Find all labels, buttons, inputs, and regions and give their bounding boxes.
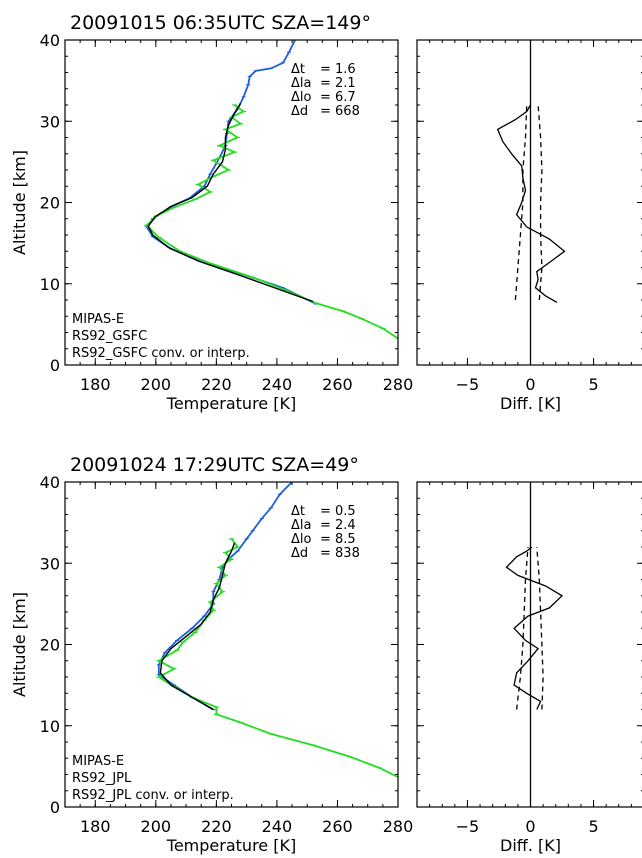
plot-frame bbox=[64, 39, 399, 366]
x-tick-label: 280 bbox=[383, 375, 414, 394]
x-axis-label: Diff. [K] bbox=[500, 394, 561, 413]
series-line-2 bbox=[156, 538, 398, 779]
stat-value: = 0.5 bbox=[320, 504, 356, 519]
stat-value: = 8.5 bbox=[320, 532, 356, 547]
stat-label: Δd bbox=[291, 104, 308, 119]
chart-panel-3: 0 10 20 30 40 180 200 220 240 260 280 Temperature [… bbox=[10, 454, 413, 855]
x-tick-label: 180 bbox=[80, 375, 111, 394]
x-tick-label: 240 bbox=[262, 375, 293, 394]
chart-panel-4: −5 0 5 Diff. [K] bbox=[416, 481, 642, 855]
y-tick-label: 10 bbox=[40, 717, 60, 736]
x-tick-label: 0 bbox=[525, 375, 535, 394]
x-axis-label: Temperature [K] bbox=[166, 836, 296, 855]
legend-entry: MIPAS-E bbox=[72, 754, 124, 769]
legend-entry: MIPAS-E bbox=[72, 312, 124, 327]
x-axis-label: Temperature [K] bbox=[166, 394, 296, 413]
x-tick-label: −5 bbox=[456, 817, 480, 836]
x-tick-label: 0 bbox=[525, 817, 535, 836]
chart-title: 20091024 17:29UTC SZA=49° bbox=[70, 454, 359, 476]
x-tick-label: 220 bbox=[201, 817, 232, 836]
y-tick-label: 30 bbox=[40, 112, 60, 131]
x-tick-label: 280 bbox=[383, 817, 414, 836]
series-line-2 bbox=[514, 104, 528, 301]
plot-frame bbox=[416, 39, 642, 366]
series-line-2 bbox=[145, 104, 398, 340]
series-line-3 bbox=[536, 546, 544, 710]
stat-value: = 6.7 bbox=[320, 90, 356, 105]
series-line-1 bbox=[505, 546, 564, 710]
x-tick-label: 180 bbox=[80, 817, 111, 836]
y-axis-label: Altitude [km] bbox=[10, 150, 29, 255]
y-tick-label: 40 bbox=[40, 473, 60, 492]
stat-label: Δlo bbox=[291, 90, 312, 105]
series-line-1 bbox=[496, 104, 566, 303]
legend-entry: RS92_JPL conv. or interp. bbox=[72, 788, 234, 803]
x-tick-label: 5 bbox=[588, 375, 598, 394]
stat-value: = 668 bbox=[320, 104, 360, 119]
series-line-2 bbox=[515, 546, 529, 710]
stat-value: = 2.4 bbox=[320, 518, 356, 533]
stat-label: Δt bbox=[291, 62, 305, 77]
series-line-3 bbox=[147, 103, 314, 303]
y-tick-label: 0 bbox=[50, 356, 60, 375]
x-tick-label: 220 bbox=[201, 375, 232, 394]
stat-value: = 838 bbox=[320, 546, 360, 561]
y-tick-label: 30 bbox=[40, 554, 60, 573]
x-tick-label: −5 bbox=[456, 375, 480, 394]
y-axis-label: Altitude [km] bbox=[10, 592, 29, 697]
x-axis-label: Diff. [K] bbox=[500, 836, 561, 855]
chart-panel-2: −5 0 5 Diff. [K] bbox=[416, 39, 642, 413]
y-tick-label: 20 bbox=[40, 636, 60, 655]
y-tick-label: 40 bbox=[40, 31, 60, 50]
x-tick-label: 5 bbox=[588, 817, 598, 836]
stat-value: = 2.1 bbox=[320, 76, 356, 91]
y-tick-label: 10 bbox=[40, 275, 60, 294]
series-line-1 bbox=[157, 482, 293, 711]
x-tick-label: 200 bbox=[141, 375, 172, 394]
y-tick-label: 0 bbox=[50, 798, 60, 817]
chart-panel-1: 0 10 20 30 40 180 200 220 240 260 280 Temperature [… bbox=[10, 12, 413, 413]
legend-entry: RS92_JPL bbox=[72, 771, 132, 786]
legend-entry: RS92_GSFC conv. or interp. bbox=[72, 346, 250, 361]
x-tick-label: 260 bbox=[322, 817, 353, 836]
y-tick-label: 20 bbox=[40, 194, 60, 213]
stat-label: Δla bbox=[291, 76, 311, 91]
plot-frame bbox=[64, 481, 399, 808]
x-tick-label: 260 bbox=[322, 375, 353, 394]
x-tick-label: 240 bbox=[262, 817, 293, 836]
x-tick-label: 200 bbox=[141, 817, 172, 836]
stat-value: = 1.6 bbox=[320, 62, 356, 77]
series-line-3 bbox=[537, 104, 543, 301]
series-line-3 bbox=[159, 542, 236, 711]
stat-label: Δt bbox=[291, 504, 305, 519]
stat-label: Δla bbox=[291, 518, 311, 533]
plot-frame bbox=[416, 481, 642, 808]
legend-entry: RS92_GSFC bbox=[72, 329, 147, 344]
chart-title: 20091015 06:35UTC SZA=149° bbox=[70, 12, 371, 34]
stat-label: Δd bbox=[291, 546, 308, 561]
stat-label: Δlo bbox=[291, 532, 312, 547]
